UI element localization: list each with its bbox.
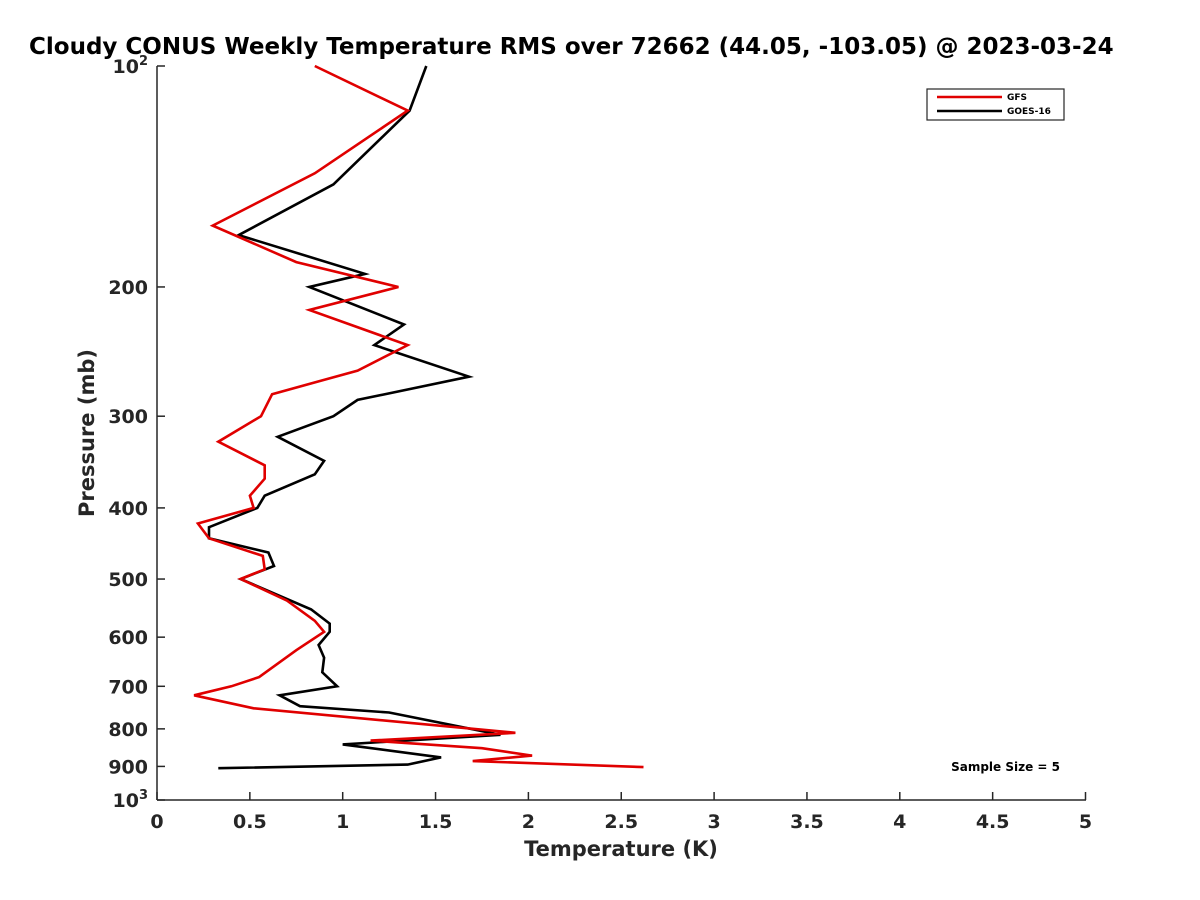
legend-box	[926, 88, 1065, 121]
series-line-gfs	[193, 64, 644, 769]
x-tick-label: 3	[707, 811, 720, 833]
x-axis-label: Temperature (K)	[524, 837, 718, 861]
y-tick-label: 900	[108, 756, 148, 778]
x-tick-label: 1.5	[419, 811, 453, 833]
chart-title: Cloudy CONUS Weekly Temperature RMS over…	[29, 34, 1114, 60]
x-tick-label: 2.5	[604, 811, 638, 833]
y-tick-label: 800	[108, 719, 148, 741]
y-tick-label: 103	[113, 788, 149, 812]
y-tick-label: 102	[113, 54, 149, 78]
y-axis-label: Pressure (mb)	[75, 349, 99, 517]
x-tick-label: 5	[1079, 811, 1092, 833]
y-axis-ticks: 102 200 300 400 500 600 700 800 900 103	[108, 54, 165, 812]
y-tick-label: 500	[108, 569, 148, 591]
y-tick-label: 700	[108, 676, 148, 698]
x-tick-label: 0	[150, 811, 163, 833]
series-layer	[193, 64, 644, 770]
x-tick-label: 2	[522, 811, 535, 833]
y-tick-label: 600	[108, 627, 148, 649]
y-tick-label: 300	[108, 406, 148, 428]
series-line-goes16	[207, 65, 501, 770]
y-tick-label: 400	[108, 498, 148, 520]
sample-size-annotation: Sample Size = 5	[951, 760, 1060, 774]
legend: GFS GOES-16	[926, 88, 1065, 121]
x-tick-label: 4	[893, 811, 906, 833]
x-tick-label: 3.5	[790, 811, 824, 833]
y-tick-label: 200	[108, 277, 148, 299]
legend-label-gfs: GFS	[1007, 93, 1027, 103]
legend-label-goes16: GOES-16	[1007, 107, 1051, 117]
x-tick-label: 1	[336, 811, 349, 833]
x-axis-ticks: 0 0.5 1 1.5 2 2.5 3 3.5 4 4.5 5	[150, 792, 1092, 833]
x-tick-label: 0.5	[233, 811, 267, 833]
x-tick-label: 4.5	[976, 811, 1010, 833]
